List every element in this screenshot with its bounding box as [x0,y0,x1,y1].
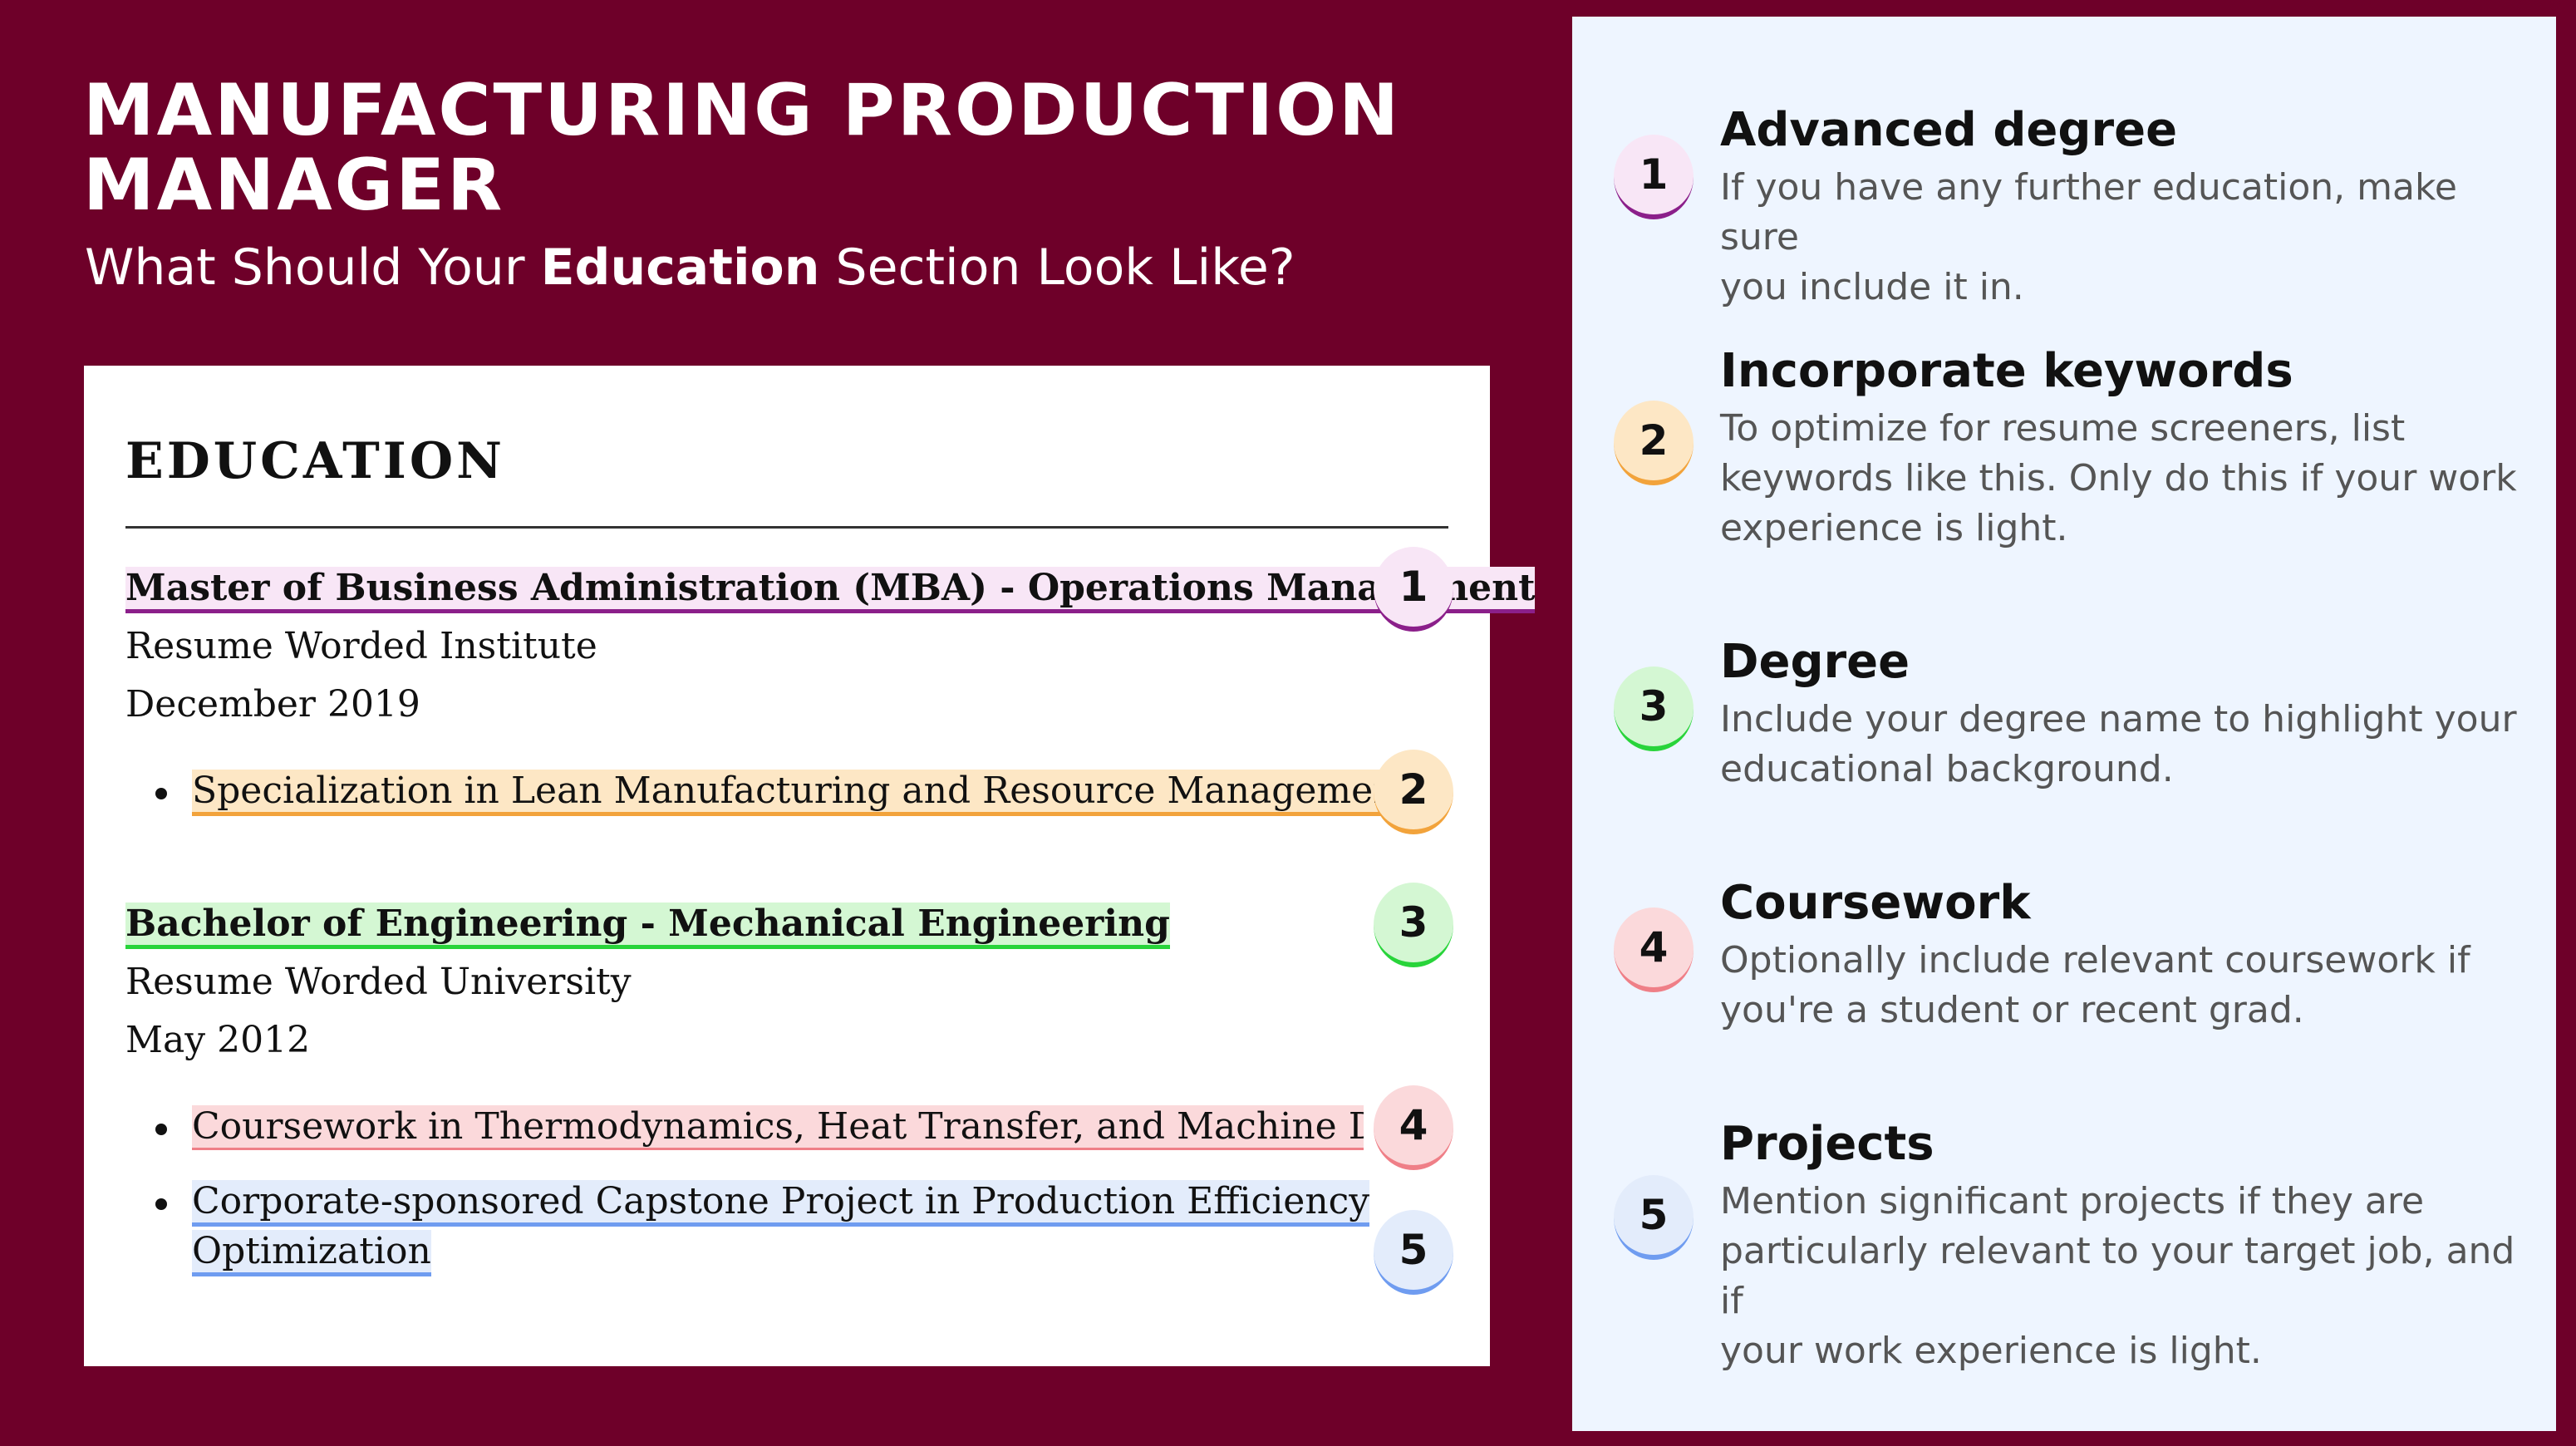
marker-badge-2: 2 [1374,750,1453,834]
tip-incorporate-keywords: Incorporate keywords To optimize for res… [1720,344,2534,553]
tip-coursework: Coursework Optionally include relevant c… [1720,876,2534,1035]
school-2: Resume Worded University [125,961,632,1003]
tip-title: Incorporate keywords [1720,344,2293,398]
bullet-dot [155,1198,167,1210]
resume-education-card: EDUCATION Master of Business Administrat… [84,366,1536,1366]
tip-projects: Projects Mention significant projects if… [1720,1117,2534,1376]
tip-badge-1: 1 [1614,135,1694,219]
tip-title: Coursework [1720,876,2031,930]
tip-text: Mention significant projects if they are… [1720,1180,2515,1372]
degree-2: Bachelor of Engineering - Mechanical Eng… [125,901,1170,949]
marker-badge-1: 1 [1374,547,1453,632]
bullet-1-1: Specialization in Lean Manufacturing and… [192,768,1412,816]
bullet-dot [155,788,167,799]
page-title: MANUFACTURING PRODUCTION MANAGER [83,69,1402,227]
bullet-2-2-cont: Optimization [192,1228,431,1276]
tip-title: Advanced degree [1720,103,2178,157]
tip-text: Optionally include relevant coursework i… [1720,939,2470,1031]
marker-badge-4: 4 [1374,1085,1453,1170]
bullet-1-1-text: Specialization in Lean Manufacturing and… [192,770,1412,816]
page-subtitle: What Should Your Education Section Look … [85,238,1497,298]
date-1: December 2019 [125,683,420,725]
subtitle-prefix: What Should Your [85,239,541,297]
degree-1-text: Master of Business Administration (MBA) … [125,567,1536,613]
subtitle-emphasis: Education [540,239,820,297]
heading-divider [125,526,1448,529]
bullet-2-1-text: Coursework in Thermodynamics, Heat Trans… [192,1105,1364,1150]
tip-text: To optimize for resume screeners, list ke… [1720,407,2517,549]
degree-1: Master of Business Administration (MBA) … [125,565,1536,613]
bullet-2-1: Coursework in Thermodynamics, Heat Trans… [192,1104,1364,1150]
tip-badge-2: 2 [1614,401,1694,485]
tip-title: Projects [1720,1117,1934,1171]
tip-title: Degree [1720,635,1910,689]
bullet-dot [155,1124,167,1135]
tip-badge-5: 5 [1614,1175,1694,1260]
bullet-2-2: Corporate-sponsored Capstone Project in … [192,1178,1370,1227]
date-2: May 2012 [125,1019,311,1061]
school-1: Resume Worded Institute [125,625,597,667]
tips-panel: 1 Advanced degree If you have any furthe… [1572,17,2556,1431]
tip-degree: Degree Include your degree name to highl… [1720,635,2534,794]
tip-text: If you have any further education, make … [1720,166,2457,308]
subtitle-suffix: Section Look Like? [819,239,1295,297]
degree-2-text: Bachelor of Engineering - Mechanical Eng… [125,903,1170,949]
education-heading: EDUCATION [125,432,505,490]
marker-badge-5: 5 [1374,1210,1453,1295]
bullet-2-2-text: Corporate-sponsored Capstone Project in … [192,1180,1370,1227]
tip-advanced-degree: Advanced degree If you have any further … [1720,103,2534,312]
tip-badge-3: 3 [1614,666,1694,751]
bullet-2-2-cont-text: Optimization [192,1230,431,1276]
tip-text: Include your degree name to highlight yo… [1720,698,2517,790]
marker-badge-3: 3 [1374,883,1453,967]
tip-badge-4: 4 [1614,907,1694,992]
